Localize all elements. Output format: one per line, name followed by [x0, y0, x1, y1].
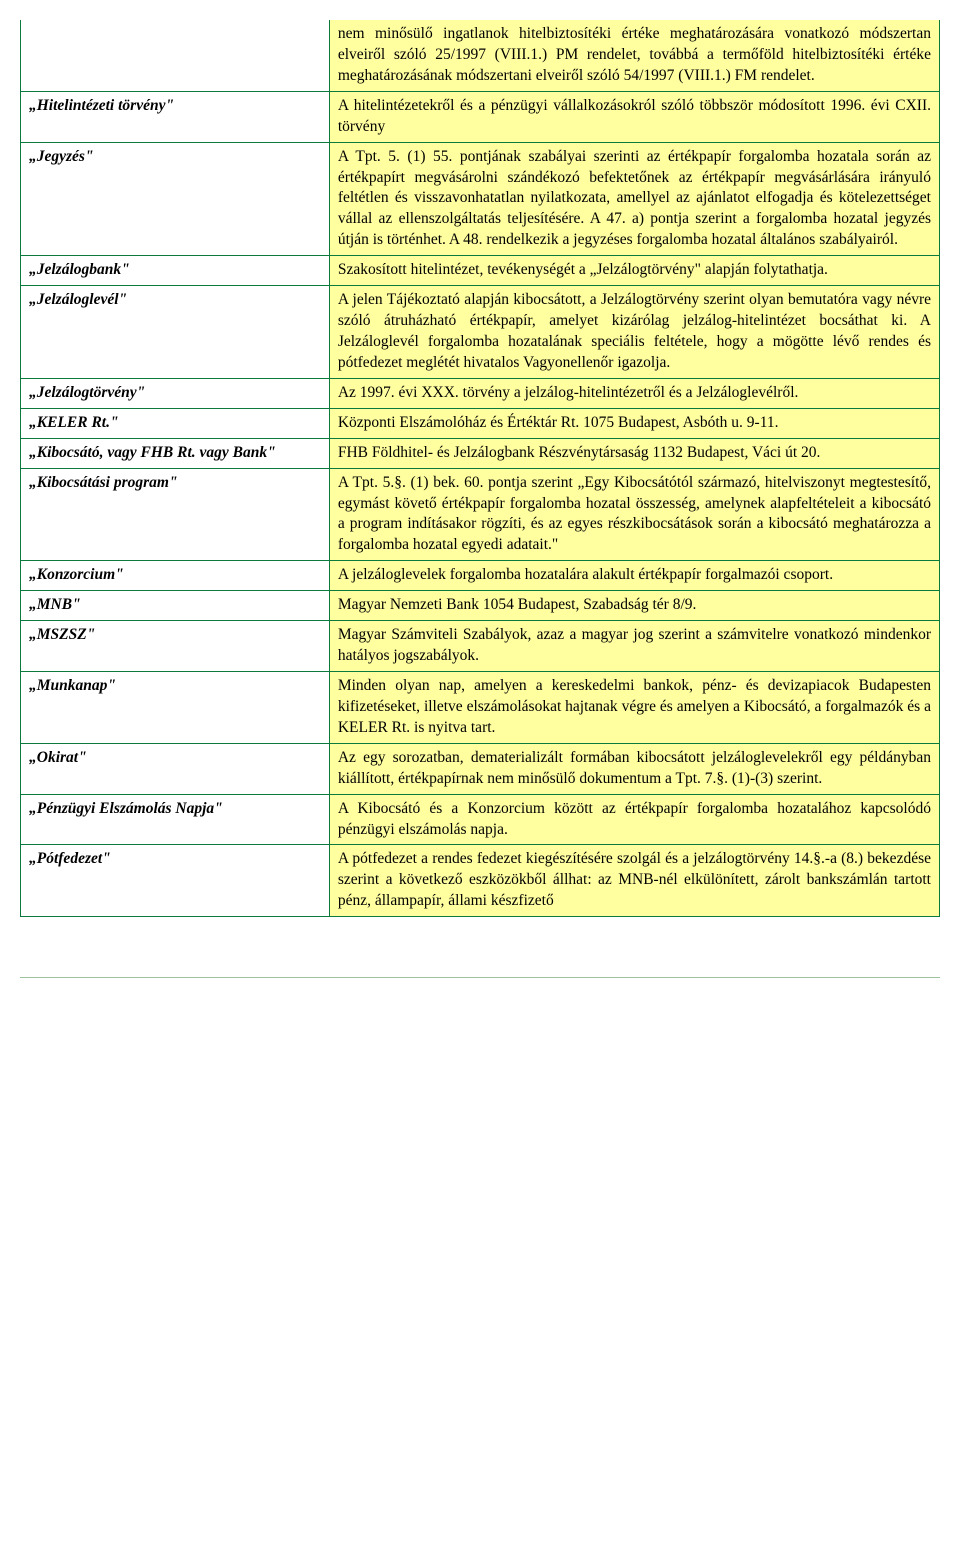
bottom-rule — [20, 977, 940, 978]
term-text: „Konzorcium" — [29, 566, 124, 583]
definition-cell: A pótfedezet a rendes fedezet kiegészíté… — [329, 845, 939, 917]
term-cell: „Jegyzés" — [21, 142, 330, 256]
table-row: „Jelzálogbank" Szakosított hitelintézet, … — [21, 256, 940, 286]
definition-text: Minden olyan nap, amelyen a kereskedelmi… — [338, 677, 931, 736]
table-row: „Hitelintézeti törvény" A hitelintézetekr… — [21, 91, 940, 142]
term-cell: „Konzorcium" — [21, 561, 330, 591]
definition-cell: A hitelintézetekről és a pénzügyi vállal… — [329, 91, 939, 142]
definition-cell: nem minősülő ingatlanok hitelbiztosítéki… — [329, 20, 939, 91]
table-row: „Jelzálogtörvény" Az 1997. évi XXX. törvé… — [21, 378, 940, 408]
term-text: „KELER Rt." — [29, 414, 119, 431]
definition-cell: A jelzáloglevelek forgalomba hozatalára … — [329, 561, 939, 591]
term-text: „Munkanap" — [29, 677, 116, 694]
definition-cell: Az 1997. évi XXX. törvény a jelzálog-hit… — [329, 378, 939, 408]
definition-text: A jelzáloglevelek forgalomba hozatalára … — [338, 566, 833, 583]
term-text: „Jelzálogbank" — [29, 261, 130, 278]
table-row: „Pótfedezet" A pótfedezet a rendes fedeze… — [21, 845, 940, 917]
definition-text: FHB Földhitel- és Jelzálogbank Részvényt… — [338, 444, 821, 461]
table-row: „Kibocsátó, vagy FHB Rt. vagy Bank" FHB F… — [21, 438, 940, 468]
term-cell: „Pótfedezet" — [21, 845, 330, 917]
table-row: „Munkanap" Minden olyan nap, amelyen a ke… — [21, 671, 940, 743]
term-cell: „MSZSZ" — [21, 621, 330, 672]
term-cell: „Jelzáloglevél" — [21, 286, 330, 379]
definition-text: Magyar Számviteli Szabályok, azaz a magy… — [338, 626, 931, 664]
definition-text: A Tpt. 5.§. (1) bek. 60. pontja szerint … — [338, 474, 931, 554]
table-row: nem minősülő ingatlanok hitelbiztosítéki… — [21, 20, 940, 91]
definition-text: A pótfedezet a rendes fedezet kiegészíté… — [338, 850, 931, 909]
definition-cell: A Tpt. 5. (1) 55. pontjának szabályai sz… — [329, 142, 939, 256]
definition-cell: A Tpt. 5.§. (1) bek. 60. pontja szerint … — [329, 468, 939, 561]
term-cell: „MNB" — [21, 591, 330, 621]
definition-text: Központi Elszámolóház és Értéktár Rt. 10… — [338, 414, 779, 431]
term-text: „MSZSZ" — [29, 626, 95, 643]
term-cell: „Pénzügyi Elszámolás Napja" — [21, 794, 330, 845]
definition-text: Az egy sorozatban, dematerializált formá… — [338, 749, 931, 787]
term-text: „Kibocsátó, vagy FHB Rt. vagy Bank" — [29, 444, 276, 461]
definition-text: A hitelintézetekről és a pénzügyi vállal… — [338, 97, 931, 135]
term-text: „Hitelintézeti törvény" — [29, 97, 174, 114]
term-cell: „Kibocsátó, vagy FHB Rt. vagy Bank" — [21, 438, 330, 468]
definition-text: A jelen Tájékoztató alapján kibocsátott,… — [338, 291, 931, 371]
definition-cell: Magyar Számviteli Szabályok, azaz a magy… — [329, 621, 939, 672]
term-cell: „Okirat" — [21, 743, 330, 794]
table-row: „Konzorcium" A jelzáloglevelek forgalomba… — [21, 561, 940, 591]
table-row: „Okirat" Az egy sorozatban, dematerializá… — [21, 743, 940, 794]
definition-text: Szakosított hitelintézet, tevékenységét … — [338, 261, 828, 278]
table-row: „KELER Rt." Központi Elszámolóház és Érté… — [21, 408, 940, 438]
glossary-table: nem minősülő ingatlanok hitelbiztosítéki… — [20, 20, 940, 917]
term-text: „Pénzügyi Elszámolás Napja" — [29, 800, 223, 817]
definition-cell: A Kibocsátó és a Konzorcium között az ér… — [329, 794, 939, 845]
table-row: „MNB" Magyar Nemzeti Bank 1054 Budapest, … — [21, 591, 940, 621]
definition-cell: Magyar Nemzeti Bank 1054 Budapest, Szaba… — [329, 591, 939, 621]
table-row: „Jelzáloglevél" A jelen Tájékoztató alapj… — [21, 286, 940, 379]
term-cell: „Kibocsátási program" — [21, 468, 330, 561]
term-cell: „KELER Rt." — [21, 408, 330, 438]
definition-text: Az 1997. évi XXX. törvény a jelzálog-hit… — [338, 384, 799, 401]
definition-cell: A jelen Tájékoztató alapján kibocsátott,… — [329, 286, 939, 379]
term-text: „Kibocsátási program" — [29, 474, 178, 491]
term-cell: „Jelzálogtörvény" — [21, 378, 330, 408]
term-text: „Jegyzés" — [29, 148, 94, 165]
definition-cell: Központi Elszámolóház és Értéktár Rt. 10… — [329, 408, 939, 438]
term-cell — [21, 20, 330, 91]
table-row: „Jegyzés" A Tpt. 5. (1) 55. pontjának sza… — [21, 142, 940, 256]
term-text: „Jelzálogtörvény" — [29, 384, 145, 401]
definition-text: nem minősülő ingatlanok hitelbiztosítéki… — [338, 25, 931, 84]
term-cell: „Hitelintézeti törvény" — [21, 91, 330, 142]
definition-text: A Tpt. 5. (1) 55. pontjának szabályai sz… — [338, 148, 931, 249]
definition-text: A Kibocsátó és a Konzorcium között az ér… — [338, 800, 931, 838]
definition-text: Magyar Nemzeti Bank 1054 Budapest, Szaba… — [338, 596, 697, 613]
term-cell: „Munkanap" — [21, 671, 330, 743]
term-text: „Pótfedezet" — [29, 850, 111, 867]
term-text: „Okirat" — [29, 749, 87, 766]
term-text: „MNB" — [29, 596, 81, 613]
table-row: „MSZSZ" Magyar Számviteli Szabályok, azaz… — [21, 621, 940, 672]
table-row: „Pénzügyi Elszámolás Napja" A Kibocsátó é… — [21, 794, 940, 845]
definition-cell: Az egy sorozatban, dematerializált formá… — [329, 743, 939, 794]
table-row: „Kibocsátási program" A Tpt. 5.§. (1) bek… — [21, 468, 940, 561]
definition-cell: Minden olyan nap, amelyen a kereskedelmi… — [329, 671, 939, 743]
term-text: „Jelzáloglevél" — [29, 291, 127, 308]
definition-cell: FHB Földhitel- és Jelzálogbank Részvényt… — [329, 438, 939, 468]
term-cell: „Jelzálogbank" — [21, 256, 330, 286]
definition-cell: Szakosított hitelintézet, tevékenységét … — [329, 256, 939, 286]
